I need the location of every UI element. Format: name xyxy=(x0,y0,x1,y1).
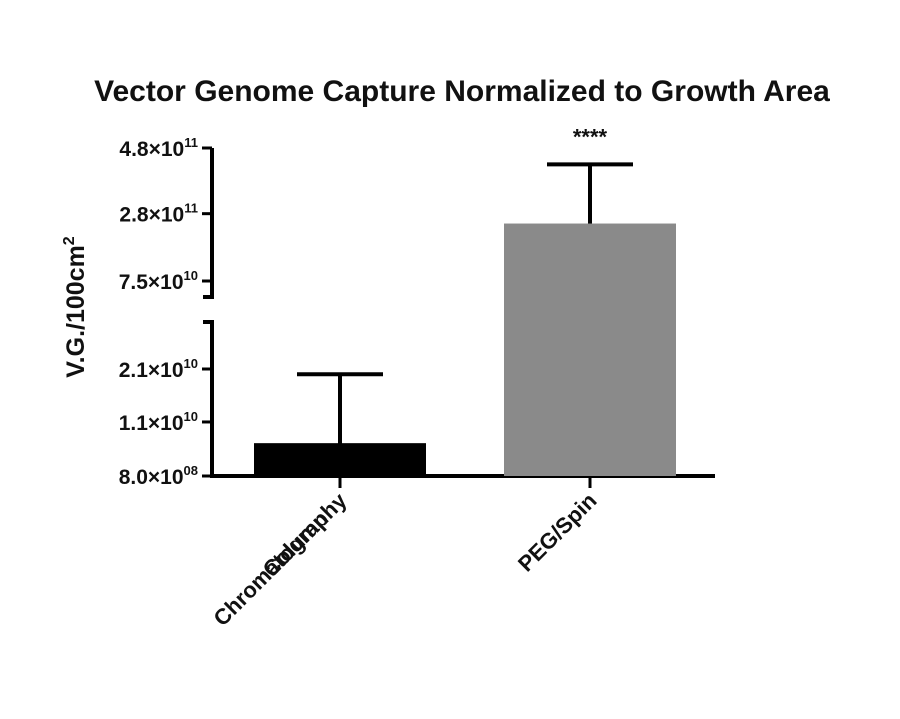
bar xyxy=(254,443,426,476)
y-axis-label-text: V.G./100cm xyxy=(62,245,90,378)
y-tick-label: 2.8×1011 xyxy=(119,201,198,227)
y-tick-exponent: 11 xyxy=(184,135,198,150)
y-tick-exponent: 10 xyxy=(184,268,198,283)
svg-text:V.G./100cm2: V.G./100cm2 xyxy=(61,236,90,378)
category-label: PEG/Spin xyxy=(513,488,602,577)
y-tick-label: 7.5×1010 xyxy=(119,268,198,294)
significance-annotation: **** xyxy=(573,124,608,149)
y-tick-mantissa: 1.1×10 xyxy=(119,412,184,435)
y-tick-exponent: 08 xyxy=(184,463,198,478)
y-tick-label: 4.8×1011 xyxy=(119,135,198,161)
y-tick-exponent: 10 xyxy=(184,356,198,371)
y-tick-mantissa: 2.8×10 xyxy=(119,204,184,227)
y-axis-label-superscript: 2 xyxy=(61,236,78,245)
y-tick-exponent: 11 xyxy=(184,201,198,216)
y-tick-mantissa: 4.8×10 xyxy=(119,138,184,161)
y-tick-mantissa: 8.0×10 xyxy=(119,466,184,489)
bar xyxy=(504,223,676,476)
y-tick-mantissa: 2.1×10 xyxy=(119,359,184,382)
category-label-group: PEG/Spin xyxy=(513,488,602,577)
y-tick-exponent: 10 xyxy=(184,409,198,424)
y-ticks: 8.0×10081.1×10102.1×10107.5×10102.8×1011… xyxy=(119,135,212,489)
y-tick-label: 8.0×1008 xyxy=(119,463,198,489)
category-label-group: Chromatography xyxy=(209,487,353,631)
y-tick-label: 2.1×1010 xyxy=(119,356,198,382)
y-tick-mantissa: 7.5×10 xyxy=(119,271,184,294)
y-tick-label: 1.1×1010 xyxy=(119,409,198,435)
category-label: Chromatography xyxy=(209,487,353,631)
y-axis-label: V.G./100cm2 xyxy=(61,236,90,378)
bars: **** xyxy=(254,124,676,488)
chart-title: Vector Genome Capture Normalized to Grow… xyxy=(94,75,830,108)
